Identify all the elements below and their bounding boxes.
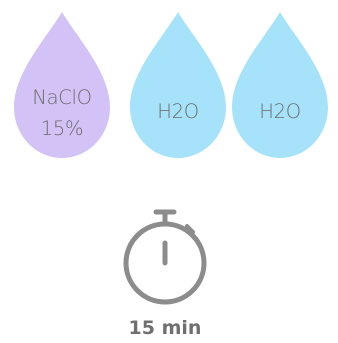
stopwatch-dial	[123, 221, 207, 305]
water-drop-1-shape	[130, 12, 226, 158]
naclo-drop: NaClO 15%	[14, 12, 110, 158]
water-drop-2: H2O	[232, 12, 328, 158]
naclo-drop-shape	[14, 12, 110, 158]
naclo-label: NaClO	[32, 86, 91, 109]
stopwatch-knob	[185, 224, 195, 234]
water-label-1: H2O	[157, 100, 199, 123]
duration-label: 15 min	[129, 317, 202, 339]
naclo-concentration-label: 15%	[41, 117, 83, 140]
water-label-2: H2O	[259, 100, 301, 123]
water-drop-2-shape	[232, 12, 328, 158]
stopwatch-icon	[123, 209, 207, 305]
water-drop-1: H2O	[130, 12, 226, 158]
